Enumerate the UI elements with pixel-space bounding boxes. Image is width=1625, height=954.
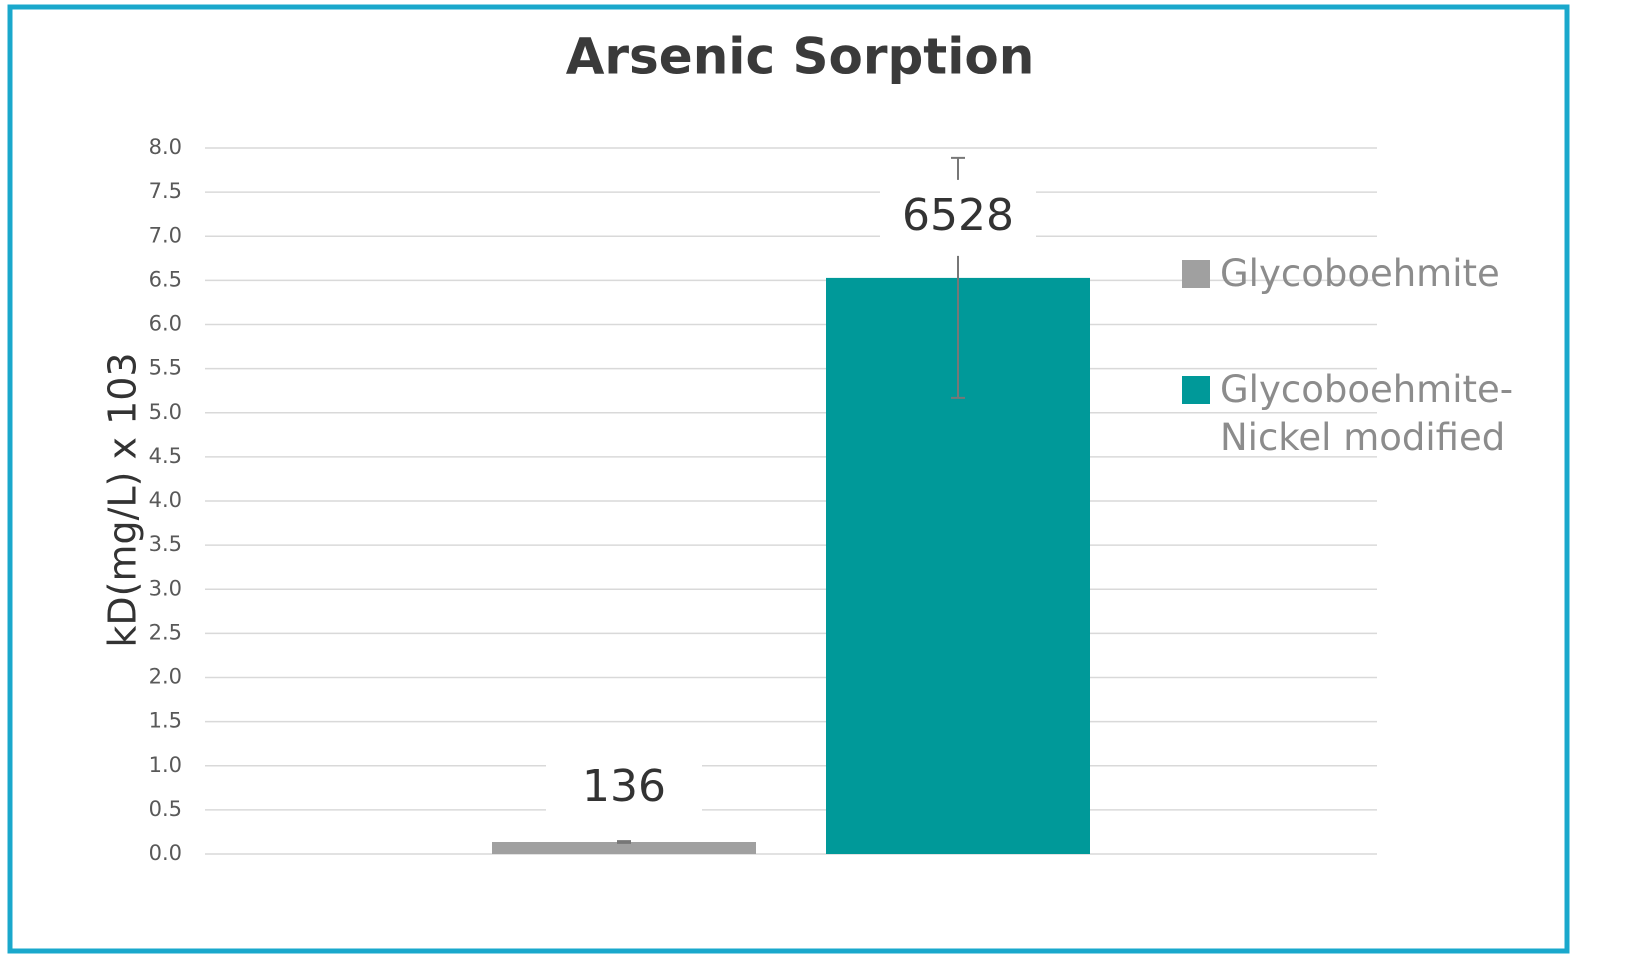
legend-label: Glycoboehmite-Nickel modified [1220, 368, 1514, 459]
y-tick-label: 7.0 [149, 223, 182, 247]
y-tick-label: 6.0 [149, 312, 182, 336]
y-axis-label: kD(mg/L) x 103 [101, 352, 145, 647]
data-label-bg [546, 751, 702, 828]
y-tick-label: 5.5 [149, 356, 182, 380]
data-label: 6528 [902, 190, 1014, 241]
y-tick-label: 6.5 [149, 267, 182, 291]
legend: Glycoboehmite Glycoboehmite-Nickel modifi… [1182, 250, 1522, 530]
y-tick-label: 0.0 [149, 841, 182, 865]
y-tick-label: 4.0 [149, 488, 182, 512]
y-tick-label: 2.5 [149, 620, 182, 644]
y-tick-label: 0.5 [149, 797, 182, 821]
legend-swatch [1182, 260, 1210, 288]
legend-entry: Glycoboehmite-Nickel modified [1182, 366, 1522, 462]
y-tick-label: 1.0 [149, 753, 182, 777]
y-tick-label: 4.5 [149, 444, 182, 468]
data-label: 136 [582, 761, 666, 812]
y-tick-label: 3.5 [149, 532, 182, 556]
chart-title: Arsenic Sorption [566, 28, 1035, 86]
error-bar [617, 840, 631, 844]
y-tick-label: 1.5 [149, 709, 182, 733]
y-tick-label: 8.0 [149, 135, 182, 159]
legend-swatch [1182, 376, 1210, 404]
chart-border [7, 4, 1570, 954]
grid [205, 147, 1377, 855]
legend-label: Glycoboehmite [1220, 252, 1500, 295]
y-tick-label: 3.0 [149, 576, 182, 600]
legend-entry: Glycoboehmite [1182, 250, 1522, 298]
y-tick-label: 2.0 [149, 665, 182, 689]
data-label-bg [880, 179, 1036, 256]
y-tick-label: 5.0 [149, 400, 182, 424]
bar [492, 841, 756, 854]
y-tick-label: 7.5 [149, 179, 182, 203]
